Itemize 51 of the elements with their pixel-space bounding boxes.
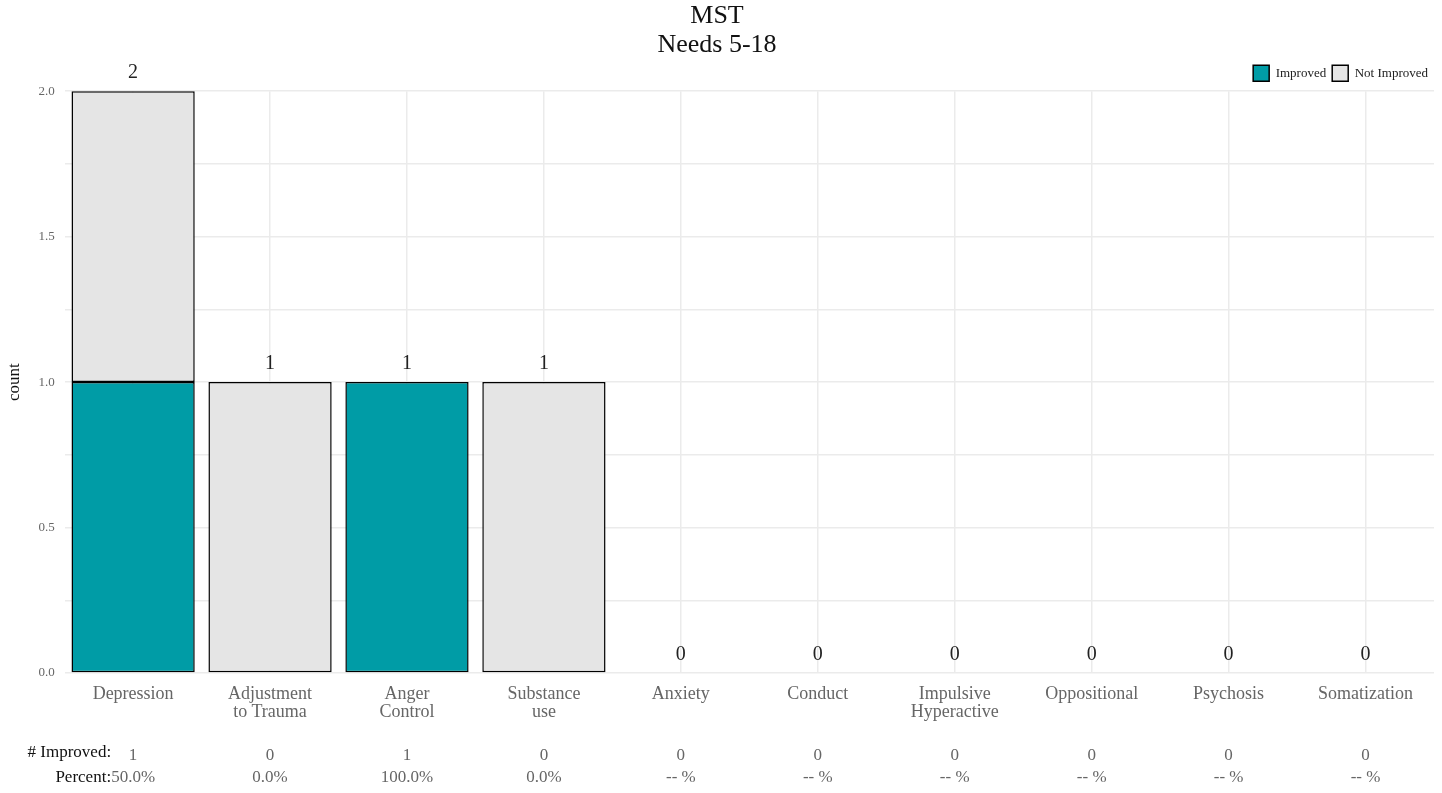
total-label: 1 bbox=[538, 351, 549, 374]
total-label: 1 bbox=[401, 351, 412, 374]
data-label: 0 bbox=[1361, 744, 1370, 764]
y-tick-label: 1.5 bbox=[38, 228, 55, 244]
text: -- % bbox=[1350, 766, 1381, 786]
legend-label: Improved bbox=[1275, 64, 1327, 80]
text: -- % bbox=[665, 766, 696, 786]
y-tick-label: 0.0 bbox=[38, 664, 55, 680]
data-label: 0 bbox=[813, 744, 823, 764]
x-tick-label: Depression bbox=[92, 682, 174, 703]
y-tick-label: 1.0 bbox=[38, 373, 55, 389]
text: Percent: bbox=[55, 766, 112, 786]
text: -- % bbox=[939, 766, 970, 786]
chart-title: MST Needs 5-18 bbox=[657, 0, 777, 58]
total-label: 1 bbox=[265, 351, 276, 374]
data-label: 0 bbox=[539, 744, 549, 764]
data-label: 1 bbox=[402, 744, 412, 764]
y-tick-label: 0.5 bbox=[38, 518, 55, 534]
text: # Improved: bbox=[27, 741, 112, 761]
total-label: 0 bbox=[1360, 642, 1371, 665]
total-label: 0 bbox=[675, 642, 686, 665]
x-tick-label: Substance use bbox=[507, 682, 581, 721]
text: -- % bbox=[1076, 766, 1107, 786]
y-tick-label: 2.0 bbox=[38, 82, 55, 98]
text: 0.0% bbox=[526, 766, 562, 786]
x-tick-label: Anger Control bbox=[379, 682, 435, 721]
data-label: 0 bbox=[1224, 744, 1233, 764]
x-tick-label: Somatization bbox=[1318, 682, 1414, 703]
text: 100.0% bbox=[380, 766, 434, 786]
text: -- % bbox=[802, 766, 833, 786]
data-label: 0 bbox=[950, 744, 959, 764]
data-label: 1 bbox=[128, 744, 138, 764]
data-label: 0 bbox=[1087, 744, 1096, 764]
x-tick-label: Conduct bbox=[787, 682, 849, 703]
total-label: 0 bbox=[949, 642, 960, 665]
data-label: 0 bbox=[676, 744, 686, 764]
x-tick-label: Adjustment to Trauma bbox=[228, 682, 313, 721]
legend-label: Not Improved bbox=[1354, 64, 1429, 80]
total-label: 0 bbox=[812, 642, 823, 665]
x-tick-label: Oppositional bbox=[1045, 682, 1139, 703]
text: -- % bbox=[1213, 766, 1244, 786]
text: 50.0% bbox=[111, 766, 156, 786]
total-label: 2 bbox=[128, 60, 139, 83]
y-axis-title: count bbox=[3, 362, 23, 401]
x-tick-label: Psychosis bbox=[1193, 682, 1265, 703]
total-label: 0 bbox=[1086, 642, 1097, 665]
x-tick-label: Anxiety bbox=[651, 682, 710, 703]
total-label: 0 bbox=[1223, 642, 1234, 665]
x-tick-label: Impulsive Hyperactive bbox=[910, 682, 999, 721]
text: 0.0% bbox=[252, 766, 288, 786]
data-label: 0 bbox=[265, 744, 275, 764]
